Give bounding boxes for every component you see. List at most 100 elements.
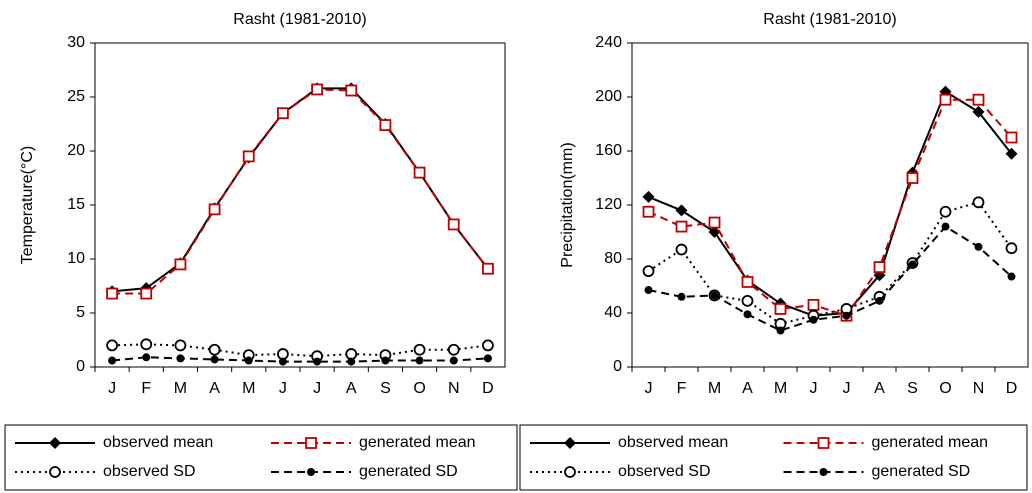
series-line bbox=[111, 87, 489, 293]
series-line bbox=[647, 201, 1013, 325]
marker bbox=[449, 356, 458, 365]
marker bbox=[176, 354, 185, 363]
marker bbox=[140, 287, 153, 300]
legend-label: generated mean bbox=[359, 434, 476, 451]
marker bbox=[675, 243, 688, 256]
marker bbox=[708, 226, 721, 238]
x-tick-label: O bbox=[939, 380, 951, 397]
x-tick-label: J bbox=[810, 380, 818, 397]
marker bbox=[939, 93, 952, 106]
legend-label: observed SD bbox=[618, 463, 711, 480]
marker bbox=[108, 356, 117, 365]
marker bbox=[642, 190, 655, 203]
series-line bbox=[648, 225, 1013, 332]
marker bbox=[564, 466, 576, 478]
x-tick-label: A bbox=[209, 380, 220, 397]
legend-label: observed mean bbox=[618, 434, 728, 451]
marker bbox=[381, 356, 390, 365]
marker bbox=[379, 119, 392, 131]
y-tick-label: 20 bbox=[67, 142, 85, 159]
plot-frame bbox=[94, 42, 506, 368]
marker bbox=[972, 93, 985, 106]
marker bbox=[875, 296, 884, 305]
x-tick-label: S bbox=[380, 380, 391, 397]
marker bbox=[140, 338, 153, 351]
marker bbox=[1007, 272, 1016, 281]
x-tick-label: S bbox=[907, 380, 918, 397]
marker bbox=[906, 172, 919, 184]
marker bbox=[277, 107, 289, 120]
marker bbox=[49, 466, 61, 478]
marker bbox=[305, 437, 317, 449]
marker bbox=[1005, 131, 1018, 144]
plot-frame bbox=[631, 42, 1029, 368]
marker bbox=[49, 437, 61, 449]
y-tick-label: 240 bbox=[595, 34, 622, 51]
marker bbox=[939, 205, 952, 218]
marker bbox=[710, 291, 719, 300]
legend-box bbox=[519, 424, 1028, 491]
x-tick-label: F bbox=[677, 380, 687, 397]
y-axis-label: Temperature(°C) bbox=[19, 146, 36, 264]
y-tick-label: 0 bbox=[76, 358, 85, 375]
marker bbox=[972, 105, 985, 118]
marker bbox=[817, 437, 830, 449]
marker bbox=[873, 261, 886, 274]
marker bbox=[941, 222, 950, 231]
chart-title: Rasht (1981-2010) bbox=[763, 11, 896, 28]
x-tick-label: O bbox=[413, 380, 425, 397]
marker bbox=[642, 205, 655, 218]
x-tick-label: A bbox=[346, 380, 357, 397]
x-tick-label: D bbox=[1006, 380, 1018, 397]
x-tick-label: M bbox=[242, 380, 255, 397]
marker bbox=[774, 303, 787, 315]
marker bbox=[277, 348, 289, 360]
chart-title: Rasht (1981-2010) bbox=[233, 11, 366, 28]
marker bbox=[564, 437, 576, 449]
x-tick-label: J bbox=[645, 380, 653, 397]
x-tick-label: D bbox=[482, 380, 494, 397]
x-tick-label: M bbox=[774, 380, 787, 397]
y-tick-label: 5 bbox=[76, 304, 85, 321]
marker bbox=[807, 298, 820, 311]
marker bbox=[415, 356, 424, 365]
legend-label: generated SD bbox=[359, 463, 458, 480]
marker bbox=[974, 242, 983, 251]
series-line bbox=[112, 343, 489, 358]
y-tick-label: 120 bbox=[595, 196, 622, 213]
x-tick-label: A bbox=[874, 380, 885, 397]
series-line bbox=[648, 90, 1013, 317]
marker bbox=[809, 315, 818, 324]
marker bbox=[413, 166, 426, 179]
x-tick-label: N bbox=[973, 380, 985, 397]
marker bbox=[1005, 242, 1018, 255]
marker bbox=[242, 150, 255, 163]
marker bbox=[447, 218, 460, 231]
y-tick-label: 200 bbox=[595, 88, 622, 105]
marker bbox=[345, 348, 358, 360]
marker bbox=[972, 196, 985, 209]
x-tick-label: J bbox=[279, 380, 287, 397]
marker bbox=[776, 326, 785, 335]
marker bbox=[347, 357, 356, 366]
marker bbox=[142, 353, 151, 362]
x-tick-label: J bbox=[108, 380, 116, 397]
marker bbox=[307, 468, 315, 476]
legend-box bbox=[4, 424, 518, 491]
marker bbox=[1005, 147, 1018, 160]
marker bbox=[675, 220, 688, 233]
x-tick-label: F bbox=[141, 380, 151, 397]
legend-label: observed SD bbox=[103, 463, 196, 480]
y-tick-label: 25 bbox=[67, 88, 85, 105]
series-line bbox=[648, 98, 1013, 317]
marker bbox=[345, 84, 358, 97]
marker bbox=[908, 260, 917, 269]
marker bbox=[106, 339, 118, 352]
x-tick-label: M bbox=[174, 380, 187, 397]
y-tick-label: 160 bbox=[595, 142, 622, 159]
marker bbox=[208, 343, 221, 356]
x-tick-label: A bbox=[742, 380, 753, 397]
marker bbox=[174, 258, 187, 271]
y-tick-label: 30 bbox=[67, 34, 85, 51]
